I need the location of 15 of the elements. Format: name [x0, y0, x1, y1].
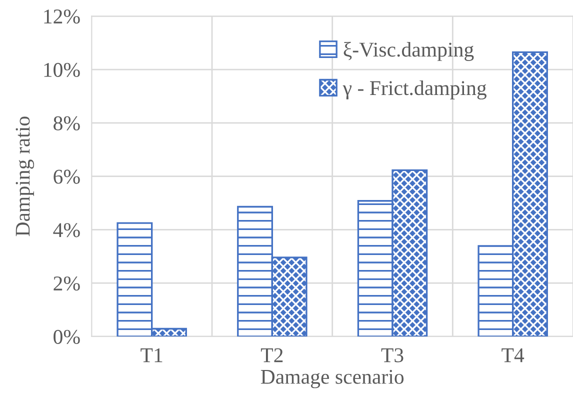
y-axis-title: Damping ratio: [16, 116, 34, 236]
x-tick-label: T3: [381, 348, 404, 362]
y-tick-label: 4%: [53, 223, 80, 238]
legend-label: γ - Frict.damping: [342, 80, 486, 100]
y-tick-label: 8%: [54, 116, 80, 130]
y-tick-label: 10%: [44, 62, 80, 78]
x-tick-label: T4: [502, 348, 524, 362]
x-tick-label: T2: [260, 348, 283, 362]
y-tick-label: 0%: [54, 330, 80, 344]
x-axis-title: Damage scenario: [260, 370, 404, 388]
y-tick-label: 12%: [44, 9, 80, 24]
y-tick-label: 6%: [54, 170, 80, 184]
legend-label: ξ-Visc.damping: [344, 42, 474, 61]
y-tick-label: 2%: [54, 276, 80, 291]
x-tick-label: T1: [140, 348, 162, 362]
